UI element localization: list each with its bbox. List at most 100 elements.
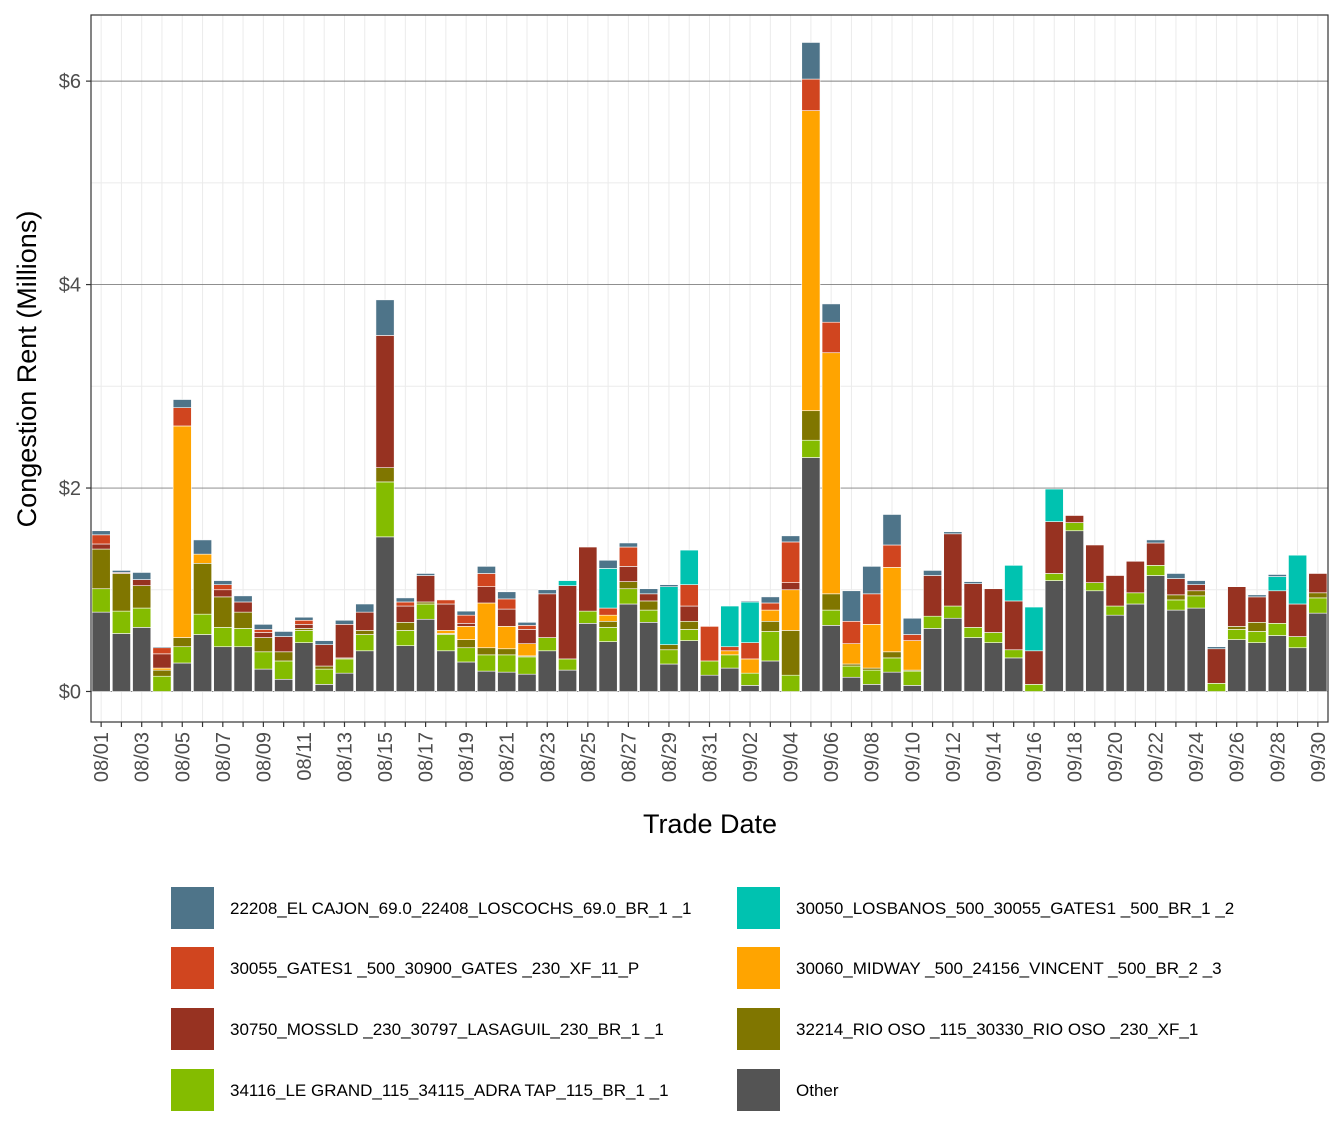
bar-segment-09-07-s2 [842,663,861,667]
x-tick-label: 08/09 [253,732,275,782]
bar-segment-09-01-s3 [720,650,740,656]
bar-segment-09-19-s1 [1085,582,1105,592]
bar-segment-09-27-s7 [1247,594,1267,598]
bar-segment-09-04-s1 [781,674,801,692]
bar-segment-08-08-s0 [233,646,253,692]
bar-segment-09-05-s5 [801,78,821,111]
bar-segment-09-02-s7 [740,600,760,603]
x-tick-label: 09/04 [781,732,803,782]
bar-segment-09-07-s1 [842,665,861,678]
bar-segment-09-08-s1 [862,669,882,685]
bar-segment-08-06-s1 [193,613,212,635]
bar-segment-08-17-s7 [416,573,436,576]
bar-segment-09-02-s6 [740,601,760,643]
legend-entry-label: 32214_RIO OSO _115_30330_RIO OSO _230_XF… [796,1020,1198,1039]
bar-segment-08-29-s6 [659,586,679,645]
bar-segment-09-05-s0 [801,457,821,692]
bar-segment-08-21-s7 [497,591,517,600]
bar-segment-09-21-s1 [1125,592,1145,605]
bar-segment-09-12-s1 [943,605,963,619]
x-tick-label: 08/15 [375,732,397,782]
x-tick-label: 08/21 [497,732,519,782]
x-tick-label: 08/05 [172,732,194,782]
bar-segment-09-11-s4 [923,575,942,617]
legend-swatch [171,887,214,929]
x-axis: 08/01 08/03 08/05 08/07 08/09 08/11 08/13 08/15… [91,722,1330,782]
bar-segment-09-06-s5 [821,321,841,354]
bar-segment-08-08-s2 [233,611,253,629]
bar-segment-09-03-s5 [760,602,780,611]
bar-segment-08-09-s2 [253,637,273,653]
bar-segment-08-31-s1 [700,660,719,676]
bar-segment-09-17-s0 [1044,580,1064,692]
bar-segment-09-02-s1 [740,672,760,686]
bar-segment-08-16-s0 [395,645,415,692]
y-tick-label: $0 [59,681,81,703]
y-axis-title: Congestion Rent (Millions) [12,211,42,528]
bar-segment-09-06-s1 [821,609,841,626]
bar-segment-09-15-s0 [1004,657,1024,692]
bar-segment-09-25-s7 [1207,646,1226,650]
bar-segment-08-11-s1 [294,630,314,643]
bar-segment-09-16-s4 [1024,650,1044,685]
bar-segment-09-09-s0 [882,671,902,692]
bar-segment-08-16-s7 [395,597,415,603]
bar-segment-09-08-s3 [862,624,882,669]
bar-segment-09-10-s3 [902,640,922,671]
bar-segment-08-20-s3 [477,602,496,649]
bar-segment-08-19-s7 [456,610,476,616]
bar-segment-08-28-s2 [639,600,659,611]
bar-segment-08-02-s0 [111,633,131,692]
legend-entry-label: 30050_LOSBANOS_500_30055_GATES1 _500_BR_… [796,899,1234,918]
bar-segment-08-28-s4 [639,593,659,602]
bar-stack-layer [91,42,1328,692]
bar-segment-09-20-s1 [1105,605,1125,616]
bar-segment-08-03-s0 [132,627,152,692]
bar-segment-08-12-s7 [314,640,334,645]
bar-segment-09-08-s2 [862,667,882,671]
bar-segment-08-20-s4 [477,586,496,604]
legend-swatch [737,1008,780,1050]
bar-segment-08-10-s7 [274,631,294,637]
bar-segment-09-17-s4 [1044,521,1064,574]
bar-segment-08-18-s3 [436,630,456,634]
bar-segment-08-05-s7 [172,399,192,408]
bar-segment-09-04-s2 [781,630,801,676]
bar-segment-09-28-s4 [1267,590,1287,624]
x-tick-label: 08/17 [416,732,438,782]
bar-segment-09-17-s6 [1044,488,1064,522]
bar-segment-08-08-s4 [233,601,253,613]
x-tick-label: 09/24 [1186,732,1208,782]
bar-segment-08-16-s5 [395,601,415,607]
bar-segment-08-21-s4 [497,608,517,627]
bar-segment-08-26-s2 [598,620,618,628]
bar-segment-08-02-s7 [111,570,131,573]
legend-swatch [737,887,780,929]
bar-segment-08-09-s1 [253,651,273,670]
bar-segment-09-06-s0 [821,625,841,692]
bar-segment-08-04-s3 [152,667,172,671]
bar-segment-09-07-s3 [842,643,861,665]
bar-segment-09-03-s3 [760,609,780,622]
bar-segment-09-07-s7 [842,590,861,622]
bar-segment-09-29-s1 [1288,636,1308,649]
x-tick-label: 08/27 [618,732,640,782]
bar-segment-08-13-s0 [335,672,354,692]
bar-segment-09-30-s0 [1308,612,1328,692]
bar-segment-09-26-s2 [1227,626,1247,630]
bar-segment-08-14-s0 [355,650,375,692]
bar-segment-08-10-s4 [274,636,294,653]
bar-segment-08-19-s4 [456,623,476,627]
bar-segment-08-10-s1 [274,660,294,680]
bar-segment-08-16-s4 [395,605,415,623]
bar-segment-08-17-s4 [416,575,436,603]
bar-segment-08-23-s1 [537,637,557,652]
bar-segment-08-15-s4 [375,335,395,468]
bar-segment-08-07-s0 [213,646,233,692]
bar-segment-09-25-s4 [1207,648,1226,684]
x-tick-label: 08/13 [334,732,356,782]
bar-segment-08-18-s4 [436,603,456,631]
x-tick-label: 09/12 [943,732,965,782]
bar-segment-09-13-s0 [963,637,983,692]
bar-segment-08-13-s7 [335,619,354,625]
